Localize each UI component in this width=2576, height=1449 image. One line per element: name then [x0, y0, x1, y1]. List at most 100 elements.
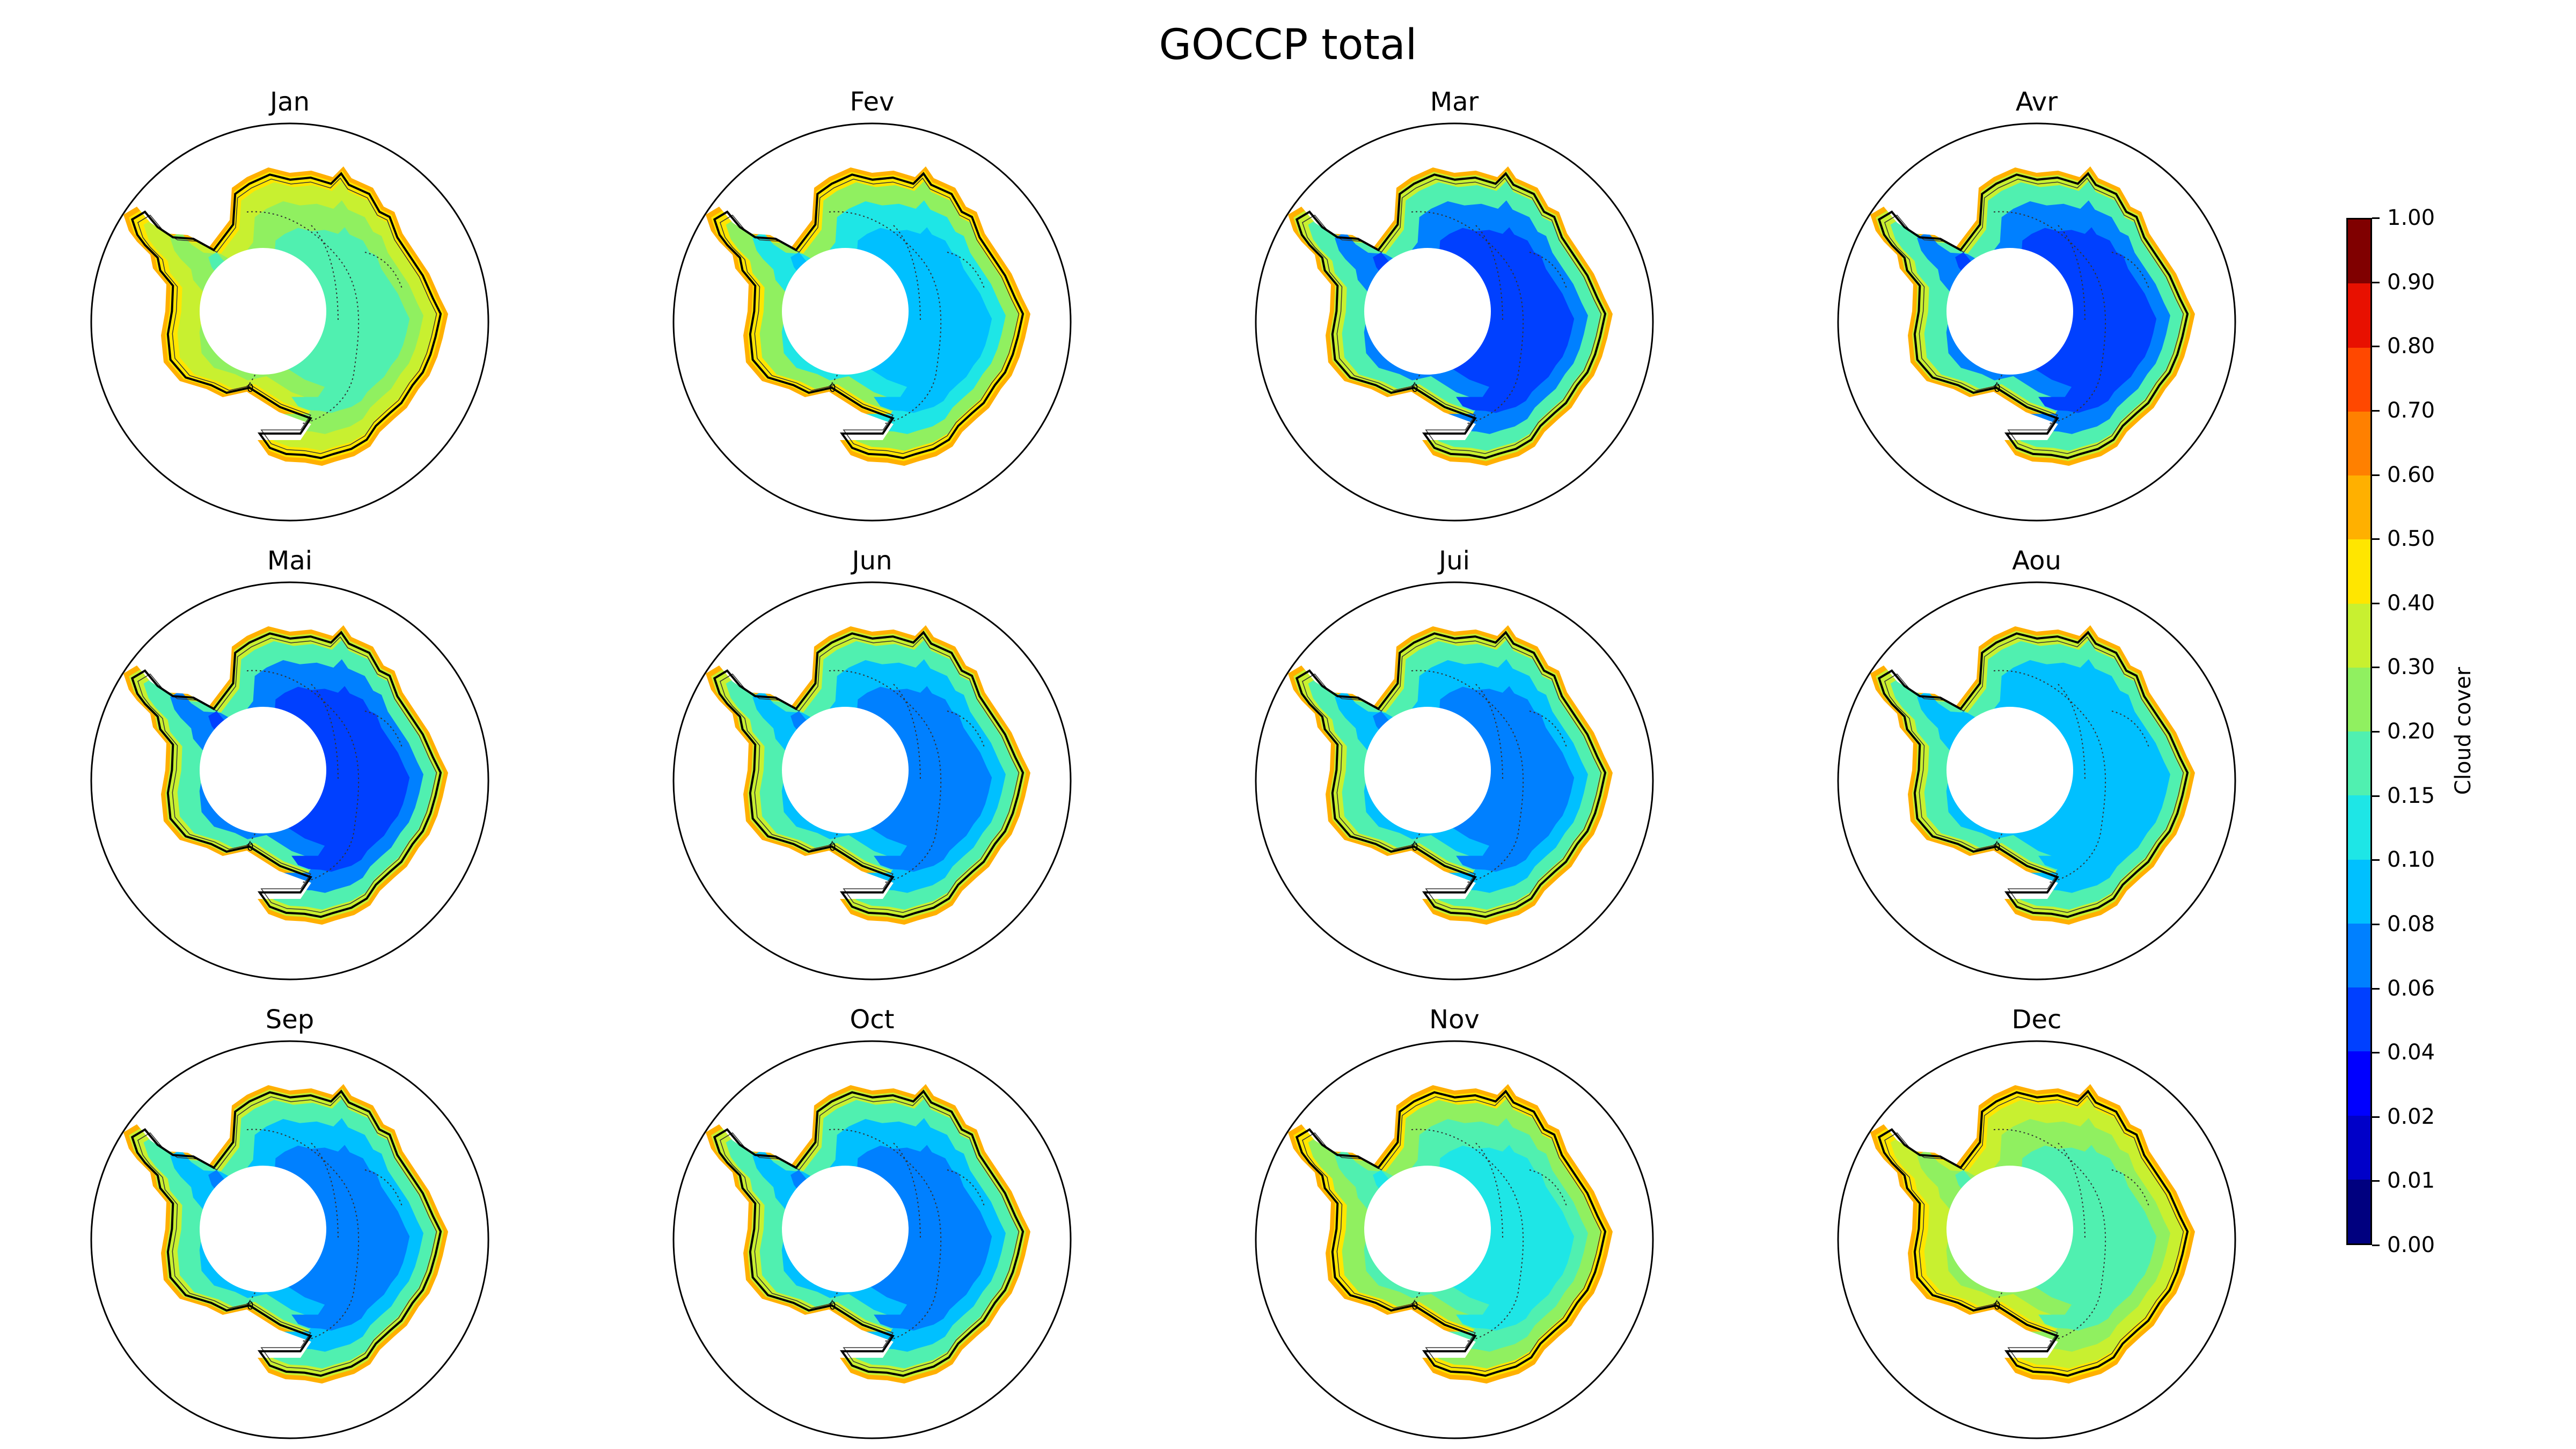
- panel-title: Oct: [668, 1004, 1076, 1036]
- contour-value-label: 0: [247, 1299, 254, 1312]
- colorbar-step: [2348, 795, 2370, 859]
- polar-map: 0: [1250, 577, 1658, 985]
- polar-data-gap: [782, 1166, 909, 1292]
- colorbar-step: [2348, 1051, 2370, 1115]
- polar-map: 0: [1250, 118, 1658, 526]
- map-panel-dec: Dec 0: [1833, 1004, 2241, 1444]
- colorbar-step: [2348, 604, 2370, 668]
- colorbar-tick-label: 0.50: [2387, 526, 2435, 552]
- map-panel-nov: Nov 0: [1250, 1004, 1658, 1444]
- colorbar-tick-label: 0.06: [2387, 976, 2435, 1001]
- colorbar-step: [2348, 475, 2370, 539]
- colorbar-tick: [2372, 988, 2380, 990]
- panel-title: Mai: [86, 545, 494, 577]
- colorbar-tick-label: 0.10: [2387, 847, 2435, 873]
- contour-value-label: 0: [247, 382, 254, 394]
- contour-value-label: 0: [1411, 1299, 1418, 1312]
- panel-title: Nov: [1250, 1004, 1658, 1036]
- colorbar-step: [2348, 731, 2370, 795]
- colorbar-tick-label: 0.80: [2387, 333, 2435, 359]
- colorbar-step: [2348, 348, 2370, 412]
- map-panel-jui: Jui 0: [1250, 545, 1658, 985]
- polar-data-gap: [1946, 1166, 2073, 1292]
- colorbar-label: Cloud cover: [2450, 667, 2476, 795]
- polar-data-gap: [1364, 1166, 1491, 1292]
- contour-value-label: 0: [829, 840, 836, 853]
- colorbar-tick-label: 0.60: [2387, 462, 2435, 488]
- panel-title: Aou: [1833, 545, 2241, 577]
- panel-title: Dec: [1833, 1004, 2241, 1036]
- colorbar-tick: [2372, 346, 2380, 347]
- contour-value-label: 0: [829, 382, 836, 394]
- polar-data-gap: [1364, 248, 1491, 375]
- panel-title: Mar: [1250, 86, 1658, 118]
- colorbar-tick: [2372, 795, 2380, 797]
- polar-map: 0: [1833, 1036, 2241, 1444]
- colorbar-tick: [2372, 1180, 2380, 1182]
- colorbar-step: [2348, 1180, 2370, 1243]
- colorbar-step: [2348, 539, 2370, 603]
- polar-map: 0: [668, 118, 1076, 526]
- map-panel-mai: Mai 0: [86, 545, 494, 985]
- colorbar-step: [2348, 860, 2370, 924]
- colorbar-step: [2348, 283, 2370, 347]
- colorbar-tick: [2372, 924, 2380, 925]
- polar-map: 0: [86, 118, 494, 526]
- colorbar-tick-label: 0.08: [2387, 911, 2435, 937]
- colorbar-tick: [2372, 410, 2380, 412]
- colorbar-tick: [2372, 1245, 2380, 1246]
- contour-value-label: 0: [1994, 840, 2001, 853]
- colorbar-tick-label: 0.90: [2387, 269, 2435, 295]
- colorbar-step: [2348, 987, 2370, 1051]
- map-panel-oct: Oct 0: [668, 1004, 1076, 1444]
- polar-data-gap: [1364, 707, 1491, 833]
- polar-map: 0: [1250, 1036, 1658, 1444]
- polar-data-gap: [200, 248, 326, 375]
- polar-data-gap: [200, 1166, 326, 1292]
- colorbar-step: [2348, 668, 2370, 731]
- map-panel-fev: Fev 0: [668, 86, 1076, 526]
- map-panel-sep: Sep 0: [86, 1004, 494, 1444]
- colorbar-tick-label: 0.20: [2387, 719, 2435, 744]
- panel-title: Jui: [1250, 545, 1658, 577]
- colorbar-tick-label: 0.30: [2387, 654, 2435, 680]
- colorbar-tick-label: 1.00: [2387, 205, 2435, 231]
- contour-value-label: 0: [1411, 840, 1418, 853]
- polar-map: 0: [86, 577, 494, 985]
- colorbar-tick-label: 0.02: [2387, 1104, 2435, 1130]
- polar-map: 0: [668, 1036, 1076, 1444]
- map-panel-mar: Mar 0: [1250, 86, 1658, 526]
- polar-data-gap: [782, 248, 909, 375]
- colorbar-tick: [2372, 731, 2380, 733]
- colorbar-tick: [2372, 282, 2380, 283]
- polar-map: 0: [668, 577, 1076, 985]
- colorbar-tick-label: 0.01: [2387, 1168, 2435, 1194]
- map-panel-avr: Avr 0: [1833, 86, 2241, 526]
- colorbar-tick: [2372, 538, 2380, 540]
- polar-map: 0: [1833, 577, 2241, 985]
- contour-value-label: 0: [1994, 1299, 2001, 1312]
- colorbar-step: [2348, 1116, 2370, 1180]
- map-panel-jan: Jan 0: [86, 86, 494, 526]
- panel-title: Avr: [1833, 86, 2241, 118]
- colorbar-tick: [2372, 667, 2380, 668]
- colorbar-step: [2348, 924, 2370, 987]
- polar-data-gap: [1946, 248, 2073, 375]
- panel-title: Fev: [668, 86, 1076, 118]
- map-panel-aou: Aou 0: [1833, 545, 2241, 985]
- panel-title: Jan: [86, 86, 494, 118]
- colorbar-step: [2348, 219, 2370, 283]
- colorbar-tick: [2372, 603, 2380, 604]
- colorbar-tick-label: 0.40: [2387, 590, 2435, 616]
- colorbar-tick: [2372, 474, 2380, 476]
- colorbar-tick-label: 0.04: [2387, 1040, 2435, 1065]
- colorbar: [2346, 218, 2372, 1245]
- polar-data-gap: [1946, 707, 2073, 833]
- colorbar-tick: [2372, 217, 2380, 219]
- contour-value-label: 0: [1994, 382, 2001, 394]
- colorbar-tick-label: 0.00: [2387, 1232, 2435, 1258]
- polar-data-gap: [782, 707, 909, 833]
- panel-title: Sep: [86, 1004, 494, 1036]
- map-panel-jun: Jun 0: [668, 545, 1076, 985]
- contour-value-label: 0: [829, 1299, 836, 1312]
